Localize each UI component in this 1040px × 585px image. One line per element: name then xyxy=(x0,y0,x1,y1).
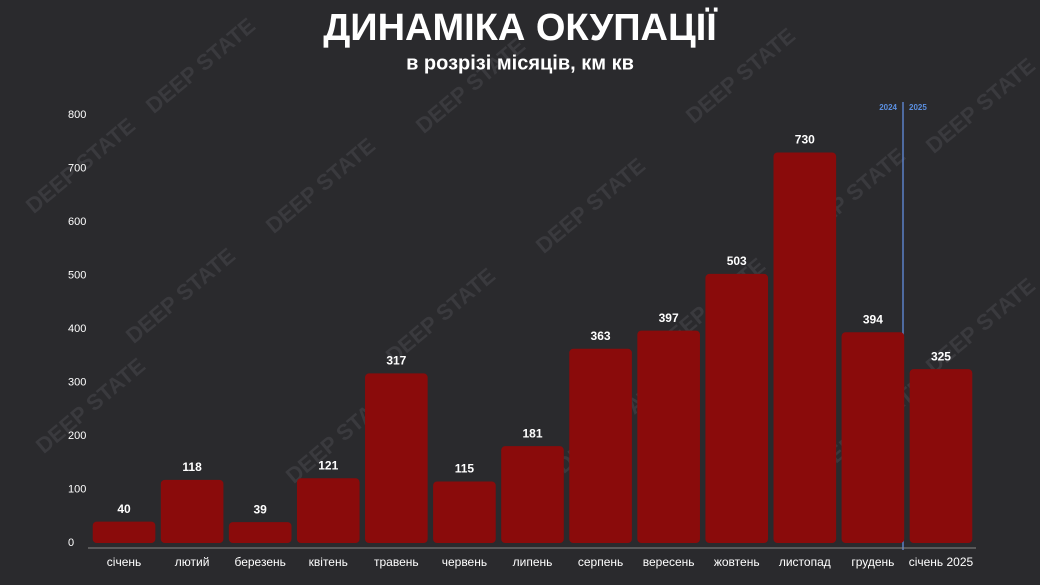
y-tick-label: 500 xyxy=(68,269,86,281)
y-tick-label: 300 xyxy=(68,376,86,388)
x-tick-label: січень 2025 xyxy=(909,555,974,569)
x-tick-label: липень xyxy=(513,555,553,569)
x-tick-label: грудень xyxy=(851,555,894,569)
value-label: 325 xyxy=(931,349,951,363)
bar xyxy=(296,478,360,543)
bar xyxy=(92,521,156,543)
value-label: 363 xyxy=(591,329,611,343)
value-label: 503 xyxy=(727,254,747,268)
y-tick-label: 200 xyxy=(68,430,86,442)
value-label: 730 xyxy=(795,133,815,147)
value-label: 394 xyxy=(863,312,883,326)
x-tick-label: вересень xyxy=(643,555,695,569)
bar xyxy=(160,479,224,543)
y-tick-label: 0 xyxy=(68,537,74,549)
bar xyxy=(569,348,632,543)
x-tick-label: серпень xyxy=(578,555,623,569)
y-tick-label: 600 xyxy=(68,216,86,228)
value-label: 181 xyxy=(522,426,542,440)
chart-subtitle: в розрізі місяців, км кв xyxy=(406,52,634,74)
divider-label: 2025 xyxy=(909,103,927,112)
bar xyxy=(365,373,428,543)
x-tick-label: березень xyxy=(234,555,285,569)
y-tick-label: 700 xyxy=(68,162,86,174)
x-tick-label: листопад xyxy=(779,555,831,569)
bar xyxy=(705,273,769,543)
bar xyxy=(637,330,700,543)
bar xyxy=(228,522,292,543)
bar xyxy=(841,332,905,543)
value-label: 317 xyxy=(386,354,406,368)
bar xyxy=(501,446,564,543)
y-tick-label: 400 xyxy=(68,323,86,335)
x-tick-label: квітень xyxy=(309,555,348,569)
value-label: 397 xyxy=(659,311,679,325)
x-tick-label: жовтень xyxy=(714,555,760,569)
y-tick-label: 100 xyxy=(68,483,86,495)
bar xyxy=(773,152,837,543)
value-label: 121 xyxy=(318,458,338,472)
x-tick-label: травень xyxy=(374,555,419,569)
value-label: 118 xyxy=(182,460,202,474)
bar xyxy=(433,481,496,543)
x-tick-label: січень xyxy=(107,555,141,569)
value-label: 39 xyxy=(254,502,268,516)
x-tick-label: лютий xyxy=(175,555,210,569)
value-label: 115 xyxy=(455,462,475,476)
x-tick-label: червень xyxy=(442,555,487,569)
chart-title: ДИНАМІКА ОКУПАЦІЇ xyxy=(323,6,718,49)
y-tick-label: 800 xyxy=(68,109,86,121)
value-label: 40 xyxy=(117,502,131,516)
divider-label: 2024 xyxy=(879,103,897,112)
bar xyxy=(909,369,973,543)
